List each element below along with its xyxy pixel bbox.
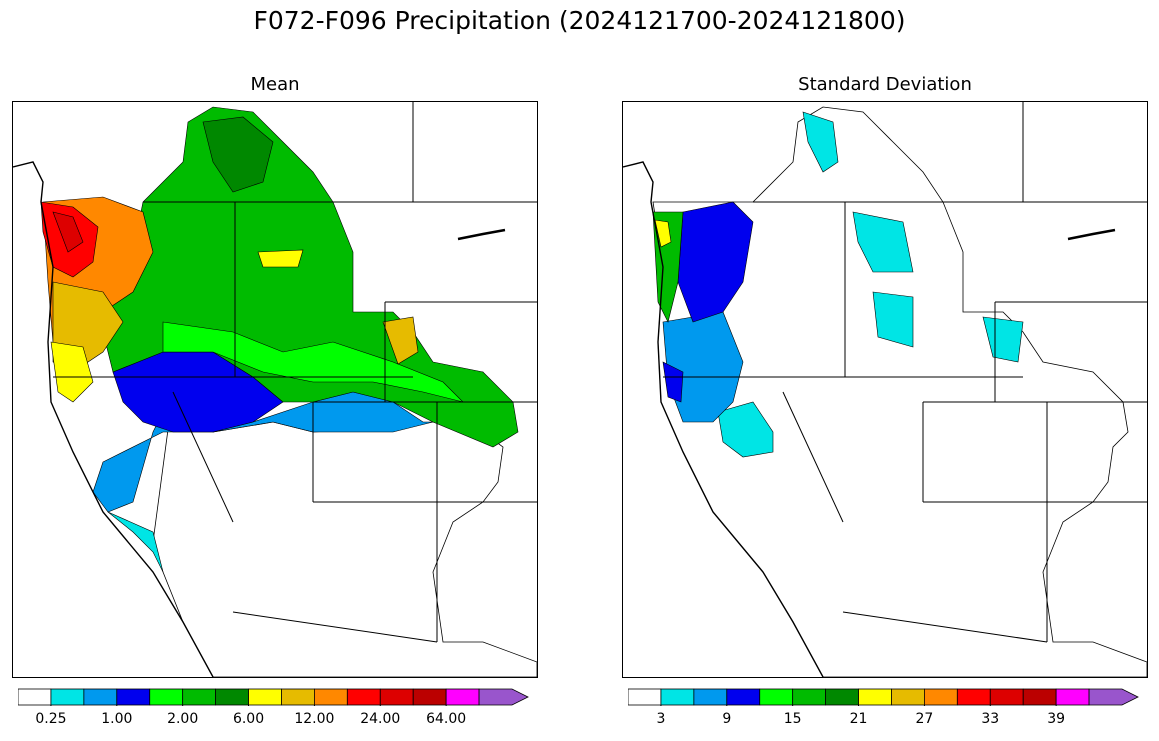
colorbar-swatch (412, 688, 447, 706)
stddev-region-cyan (717, 401, 774, 458)
stddev-region-darkblue (677, 201, 754, 323)
mean-region-yellow-north (257, 249, 304, 268)
mean-state-boundaries (53, 102, 537, 643)
mean-region-green (102, 106, 519, 448)
colorbar-swatch (379, 688, 414, 706)
stddev-colorbar-labels: 3 9 15 21 27 33 39 (0, 711, 1159, 731)
mean-region-lightblue (107, 511, 164, 573)
colorbar-swatch (478, 688, 529, 706)
colorbar-swatch (989, 688, 1024, 706)
mean-map-svg (13, 102, 537, 677)
colorbar-swatch (726, 688, 761, 706)
colorbar-swatch (693, 688, 728, 706)
colorbar-swatch (660, 688, 695, 706)
colorbar-tick-label: 3 (656, 711, 666, 727)
colorbar-tick-label: 15 (783, 711, 802, 727)
colorbar-swatch (215, 688, 249, 706)
colorbar-swatch (759, 688, 794, 706)
colorbar-tick-label: 21 (849, 711, 868, 727)
mean-map (12, 101, 538, 678)
colorbar-tick-label: 24.00 (360, 711, 401, 727)
colorbar-swatch (50, 688, 85, 706)
stddev-colorbar (628, 688, 1139, 706)
colorbar-swatch (182, 688, 217, 706)
colorbar-tick-label: 12.00 (294, 711, 335, 727)
figure-title: F072-F096 Precipitation (2024121700-2024… (253, 6, 906, 35)
stddev-region-blue-coast (662, 361, 684, 403)
colorbar-tick-label: 0.25 (35, 711, 67, 727)
stddev-map (622, 101, 1148, 678)
mean-coastline (13, 161, 214, 677)
mean-region-yellow (50, 341, 94, 403)
stddev-panel-title: Standard Deviation (798, 74, 972, 95)
stddev-lake (1067, 228, 1116, 241)
colorbar-swatch (83, 688, 118, 706)
colorbar-swatch (248, 688, 282, 706)
colorbar-swatch (891, 688, 925, 706)
colorbar-tick-label: 1.00 (101, 711, 133, 727)
stddev-region-cyan-mid (852, 211, 914, 273)
stddev-region-yellow (654, 219, 672, 248)
colorbar-swatch (1088, 688, 1139, 706)
mean-colorbar (18, 688, 529, 706)
stddev-map-svg (623, 102, 1147, 677)
stddev-region-cyan-north (802, 111, 839, 173)
colorbar-swatch (1022, 688, 1057, 706)
colorbar-swatch (1055, 688, 1090, 706)
colorbar-swatch (116, 688, 151, 706)
colorbar-swatch (923, 688, 958, 706)
mean-colorbar-labels: 0.25 1.00 2.00 6.00 12.00 24.00 64.00 (0, 711, 580, 731)
mean-region-darkgreen (202, 116, 274, 193)
mean-panel-title: Mean (250, 74, 300, 95)
colorbar-swatch (858, 688, 892, 706)
colorbar-tick-label: 9 (722, 711, 732, 727)
mean-region-yellow-east (382, 316, 419, 365)
colorbar-tick-label: 33 (981, 711, 1000, 727)
colorbar-swatch (445, 688, 480, 706)
stddev-region-cyan-east (982, 316, 1024, 363)
colorbar-tick-label: 2.00 (167, 711, 199, 727)
colorbar-tick-label: 6.00 (232, 711, 265, 727)
colorbar-tick-label: 64.00 (426, 711, 467, 727)
colorbar-swatch (281, 688, 315, 706)
colorbar-swatch (149, 688, 184, 706)
colorbar-swatch (346, 688, 381, 706)
mean-lake (457, 228, 506, 241)
colorbar-swatch (628, 688, 662, 706)
stddev-state-boundaries (663, 102, 1147, 643)
mean-region-bright-green (162, 321, 464, 403)
mean-region-darkred (52, 211, 84, 253)
colorbar-swatch (313, 688, 348, 706)
colorbar-tick-label: 39 (1047, 711, 1066, 727)
colorbar-swatch (825, 688, 859, 706)
colorbar-swatch (956, 688, 991, 706)
colorbar-tick-label: 27 (915, 711, 934, 727)
stddev-region-cyan-south (872, 291, 914, 348)
stddev-coastline (623, 161, 824, 677)
colorbar-swatch (792, 688, 827, 706)
colorbar-swatch (18, 688, 52, 706)
